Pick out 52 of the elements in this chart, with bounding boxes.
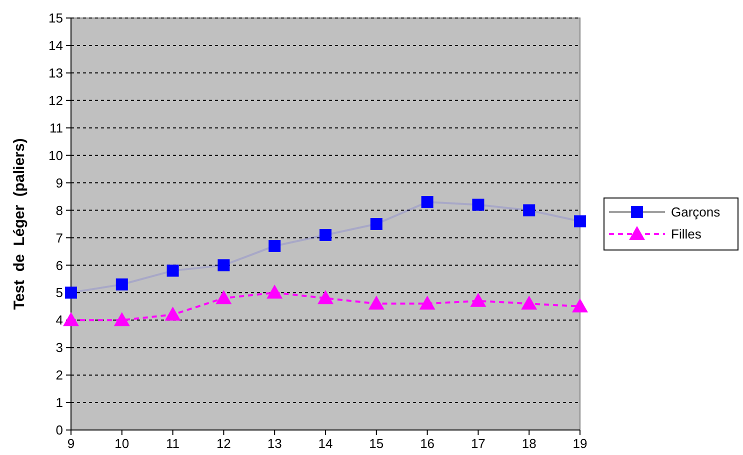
y-tick-label: 14 xyxy=(48,38,63,54)
y-tick-label: 2 xyxy=(56,368,63,383)
y-tick-label: 1 xyxy=(56,395,63,410)
y-axis-title: Test de Léger (paliers) xyxy=(11,138,28,310)
x-tick-label: 16 xyxy=(420,436,435,451)
point xyxy=(523,204,536,216)
point xyxy=(218,259,230,272)
x-tick-label: 17 xyxy=(470,436,486,451)
y-tick-label: 13 xyxy=(48,65,63,80)
point xyxy=(419,296,436,310)
point xyxy=(472,198,484,211)
y-tick-label: 7 xyxy=(56,230,63,246)
y-tick-label: 15 xyxy=(48,10,63,26)
x-tick-label: 10 xyxy=(114,436,130,451)
point xyxy=(216,290,232,304)
point xyxy=(572,298,588,312)
y-tick-label: 3 xyxy=(56,340,63,356)
point xyxy=(421,196,434,208)
y-tick-label: 12 xyxy=(48,92,63,108)
x-tick-label: 12 xyxy=(216,436,231,451)
point xyxy=(370,218,382,230)
y-tick-label: 9 xyxy=(56,175,63,190)
x-tick-label: 15 xyxy=(369,436,384,451)
point xyxy=(114,312,130,326)
x-tick-label: 18 xyxy=(522,436,536,451)
point xyxy=(63,312,79,326)
point xyxy=(521,296,538,310)
x-tick-label: 13 xyxy=(267,436,282,451)
point xyxy=(470,292,486,307)
point xyxy=(318,290,334,304)
point xyxy=(166,264,179,277)
y-tick-label: 0 xyxy=(56,422,63,438)
point xyxy=(574,215,586,228)
legend-label: Filles xyxy=(671,226,702,242)
point xyxy=(116,278,128,290)
point xyxy=(268,240,281,252)
x-tick-label: 9 xyxy=(67,436,75,451)
legend-label: Garçons xyxy=(671,204,721,220)
x-tick-label: 11 xyxy=(166,436,180,451)
point xyxy=(65,286,77,299)
y-tick-label: 10 xyxy=(48,148,63,163)
y-tick-label: 6 xyxy=(56,258,63,273)
y-tick-label: 4 xyxy=(56,312,63,328)
point xyxy=(164,306,181,321)
point xyxy=(368,296,384,310)
x-tick-label: 14 xyxy=(318,436,333,451)
point xyxy=(266,284,283,299)
y-tick-label: 5 xyxy=(56,285,63,300)
point xyxy=(320,228,332,241)
x-tick-label: 19 xyxy=(572,436,588,451)
y-tick-label: 11 xyxy=(50,120,63,136)
y-tick-label: 8 xyxy=(56,202,63,218)
